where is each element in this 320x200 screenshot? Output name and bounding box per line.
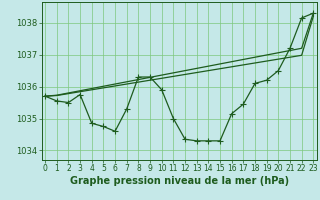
X-axis label: Graphe pression niveau de la mer (hPa): Graphe pression niveau de la mer (hPa) [70, 176, 289, 186]
